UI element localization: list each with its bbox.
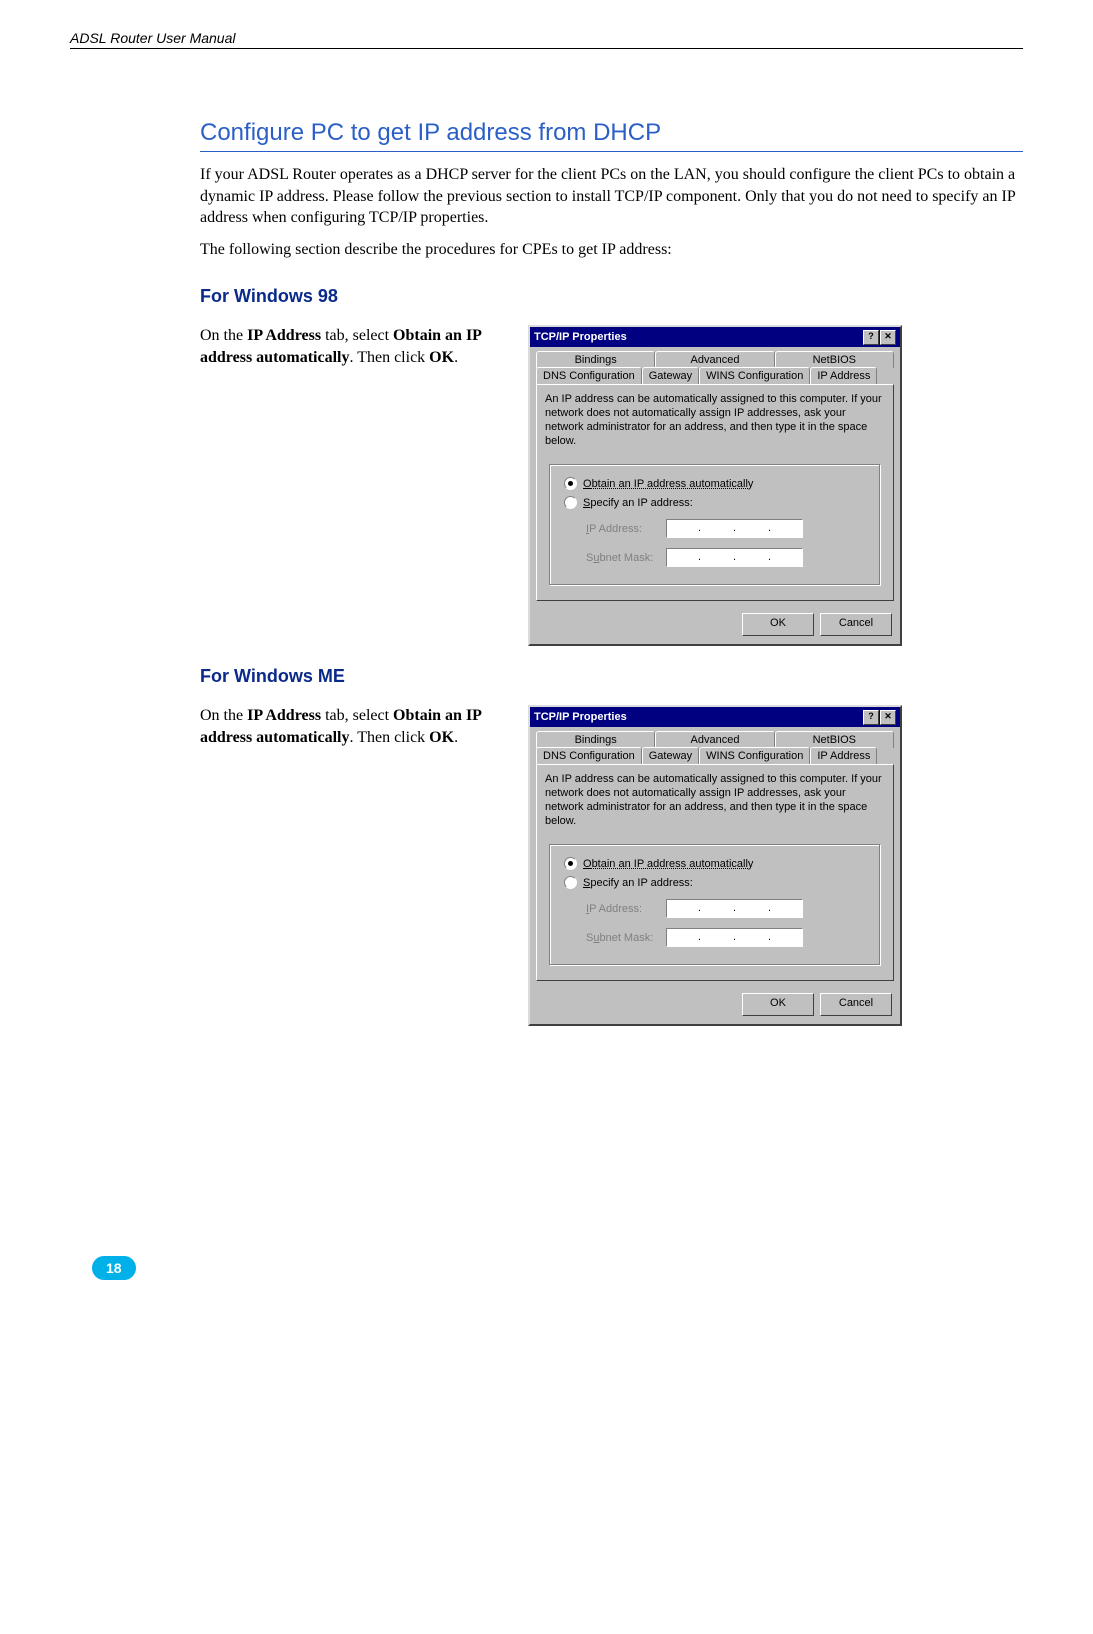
ip-address-label: IP Address: [586,903,666,915]
tab-gateway[interactable]: Gateway [642,367,699,384]
ip-address-input[interactable]: . . . [666,899,803,918]
tab-ip-address[interactable]: IP Address [810,747,877,764]
subnet-mask-label: Subnet Mask: [586,552,666,564]
page-header: ADSL Router User Manual [70,30,1023,49]
cancel-button[interactable]: Cancel [820,613,892,636]
tab-ip-address[interactable]: IP Address [810,367,877,384]
close-icon[interactable]: ✕ [880,710,896,725]
subnet-mask-input[interactable]: . . . [666,548,803,567]
tab-description-me: An IP address can be automatically assig… [545,773,885,828]
help-icon[interactable]: ? [863,710,879,725]
ip-address-label: IP Address: [586,523,666,535]
dialog-title: TCP/IP Properties [534,331,627,343]
tab-wins[interactable]: WINS Configuration [699,367,810,384]
winme-instruction: On the IP Address tab, select Obtain an … [200,705,510,748]
ok-button[interactable]: OK [742,613,814,636]
ip-address-input[interactable]: . . . [666,519,803,538]
ok-button[interactable]: OK [742,993,814,1016]
winme-heading: For Windows ME [200,666,1023,687]
tab-dns[interactable]: DNS Configuration [536,367,642,384]
subnet-mask-input[interactable]: . . . [666,928,803,947]
dialog-titlebar: TCP/IP Properties ? ✕ [530,327,900,347]
tab-advanced[interactable]: Advanced [655,731,774,748]
header-title: ADSL Router User Manual [70,30,235,46]
cancel-button[interactable]: Cancel [820,993,892,1016]
radio-obtain-auto[interactable] [564,477,577,490]
radio-obtain-auto[interactable] [564,857,577,870]
ip-group-box: Obtain an IP address automatically Speci… [549,464,881,586]
win98-heading: For Windows 98 [200,286,1023,307]
radio-specify-ip-label: Specify an IP address: [583,497,693,509]
tab-panel-me: An IP address can be automatically assig… [536,764,894,981]
radio-obtain-auto-label: Obtain an IP address automatically [583,478,753,490]
radio-specify-ip-label: Specify an IP address: [583,877,693,889]
dialog-title-me: TCP/IP Properties [534,711,627,723]
help-icon[interactable]: ? [863,330,879,345]
tab-panel: An IP address can be automatically assig… [536,384,894,601]
radio-specify-ip[interactable] [564,876,577,889]
tab-bindings[interactable]: Bindings [536,351,655,368]
tab-netbios[interactable]: NetBIOS [775,351,894,368]
ip-group-box-me: Obtain an IP address automatically Speci… [549,844,881,966]
close-icon[interactable]: ✕ [880,330,896,345]
tab-description: An IP address can be automatically assig… [545,393,885,448]
page-number: 18 [92,1256,136,1280]
tab-advanced[interactable]: Advanced [655,351,774,368]
intro-paragraph-2: The following section describe the proce… [200,239,1023,261]
radio-obtain-auto-label: Obtain an IP address automatically [583,858,753,870]
dialog-titlebar-me: TCP/IP Properties ? ✕ [530,707,900,727]
tab-dns[interactable]: DNS Configuration [536,747,642,764]
tab-netbios[interactable]: NetBIOS [775,731,894,748]
tcpip-dialog-winme: TCP/IP Properties ? ✕ Bindings Advanced … [528,705,902,1026]
main-heading: Configure PC to get IP address from DHCP [200,119,1023,152]
win98-instruction: On the IP Address tab, select Obtain an … [200,325,510,368]
tab-wins[interactable]: WINS Configuration [699,747,810,764]
radio-specify-ip[interactable] [564,496,577,509]
tcpip-dialog-win98: TCP/IP Properties ? ✕ Bindings Advanced … [528,325,902,646]
page-footer: 18 [92,1256,1023,1280]
tab-gateway[interactable]: Gateway [642,747,699,764]
subnet-mask-label: Subnet Mask: [586,932,666,944]
intro-paragraph-1: If your ADSL Router operates as a DHCP s… [200,164,1023,229]
tab-bindings[interactable]: Bindings [536,731,655,748]
